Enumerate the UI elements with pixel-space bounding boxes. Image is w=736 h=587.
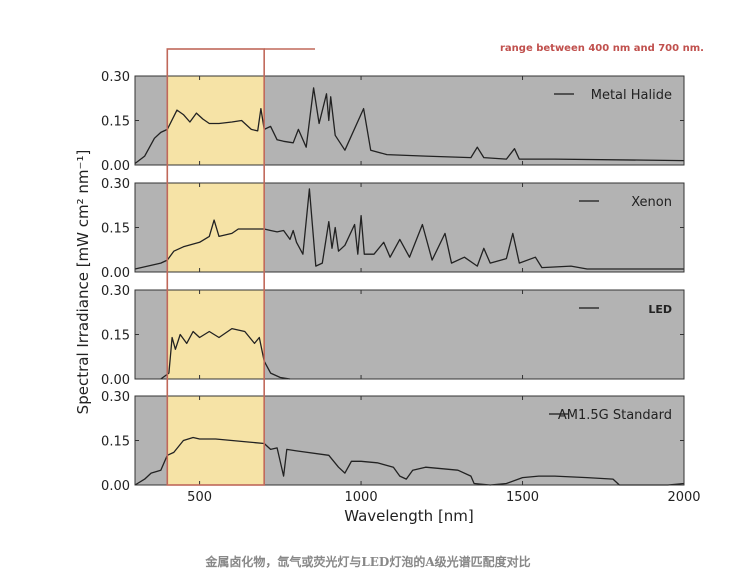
y-tick-label: 0.15 xyxy=(101,329,130,344)
band-annotation: range between 400 nm and 700 nm. xyxy=(500,43,704,54)
legend-label: Xenon xyxy=(631,195,672,210)
panel-led: 0.00 0.15 0.30 LED xyxy=(101,284,685,388)
y-tick-label: 0.15 xyxy=(101,435,130,450)
y-tick-label: 0.30 xyxy=(101,70,130,85)
y-tick-label: 0.00 xyxy=(101,266,130,281)
visible-band-highlight xyxy=(167,290,265,379)
series-line xyxy=(134,188,684,270)
figure-caption: 金属卤化物，氙气或荧光灯与LED灯泡的A级光谱匹配度对比 xyxy=(205,555,531,569)
x-tick-label: 1000 xyxy=(345,490,378,505)
y-tick-label: 0.30 xyxy=(101,390,130,405)
y-tick-label: 0.15 xyxy=(101,222,130,237)
y-tick-label: 0.00 xyxy=(101,159,130,174)
y-tick-label: 0.30 xyxy=(101,177,130,192)
visible-band-highlight xyxy=(167,76,265,165)
series-line xyxy=(134,87,685,165)
y-axis-label: Spectral Irradiance [mW cm² nm⁻¹] xyxy=(74,150,92,415)
y-tick-label: 0.00 xyxy=(101,479,130,494)
panel-am1-5g-standard: 0.00 0.15 0.30 AM1.5G Standard xyxy=(101,390,685,494)
y-tick-label: 0.15 xyxy=(101,115,130,130)
series-line xyxy=(160,327,291,380)
panel-metal-halide: 0.00 0.15 0.30 Metal Halide xyxy=(101,70,685,174)
visible-band-highlight xyxy=(167,396,265,485)
series-line xyxy=(134,436,685,486)
x-tick-label: 500 xyxy=(187,490,212,505)
band-outline xyxy=(166,48,265,486)
y-tick-label: 0.00 xyxy=(101,373,130,388)
legend-label: LED xyxy=(648,303,672,316)
panel-xenon: 0.00 0.15 0.30 Xenon xyxy=(101,177,685,281)
x-axis-label: Wavelength [nm] xyxy=(344,507,474,525)
y-tick-label: 0.30 xyxy=(101,284,130,299)
x-tick-label: 1500 xyxy=(506,490,539,505)
legend-label: Metal Halide xyxy=(591,88,672,103)
legend-label: AM1.5G Standard xyxy=(558,408,672,423)
x-tick-label: 2000 xyxy=(667,490,700,505)
